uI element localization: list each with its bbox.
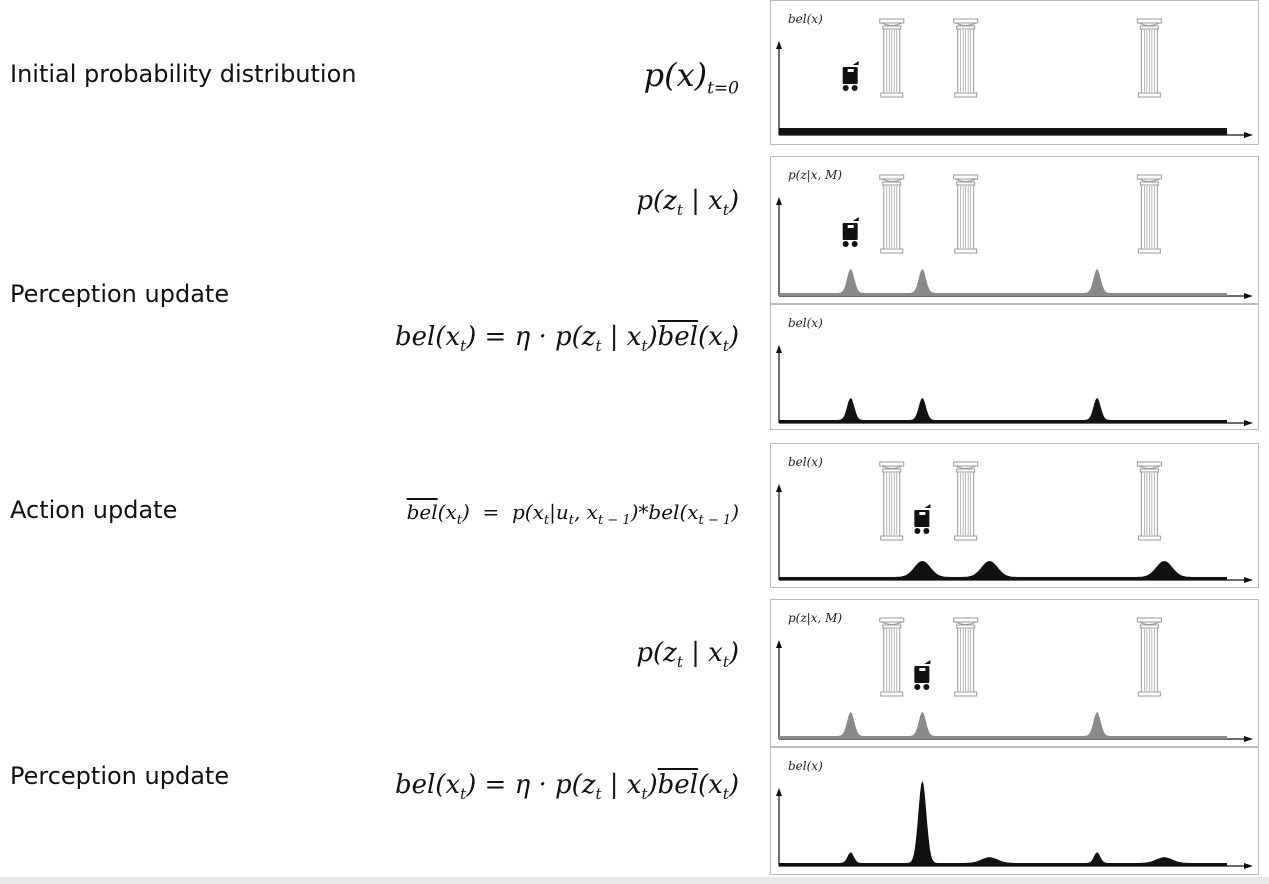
arrow-up-icon	[776, 197, 782, 205]
label-perception-update-1: Perception update	[10, 280, 230, 308]
pillar-icon	[879, 461, 905, 541]
axis-label: bel(x)	[788, 12, 823, 26]
pillar-icon	[879, 174, 905, 254]
arrow-right-icon	[1244, 293, 1253, 299]
pillar-icon	[953, 174, 979, 254]
pillar-icon	[1136, 461, 1162, 541]
panel-likelihood-2: p(z|x, M)	[770, 599, 1259, 747]
label-initial-distribution: Initial probability distribution	[10, 60, 357, 88]
distribution-curve	[779, 398, 1227, 423]
robot-icon	[842, 217, 859, 247]
distribution-curve	[779, 561, 1227, 580]
robot-icon	[914, 504, 931, 534]
pillar-icon	[953, 617, 979, 697]
pillar-icon	[1136, 18, 1162, 98]
label-perception-update-2: Perception update	[10, 762, 230, 790]
axis-label: bel(x)	[788, 759, 823, 773]
axis-label: p(z|x, M)	[788, 611, 842, 625]
arrow-up-icon	[776, 788, 782, 796]
robot-icon	[842, 61, 859, 91]
robot-icon	[914, 660, 931, 690]
pillar-icon	[953, 461, 979, 541]
distribution-curve	[779, 712, 1227, 739]
formula-likelihood-2: p(zt | xt)	[636, 638, 739, 672]
pillar-icon	[879, 18, 905, 98]
arrow-up-icon	[776, 345, 782, 353]
axis-label: p(z|x, M)	[788, 168, 842, 182]
formula-bel-update-1: bel(xt) = η · p(zt | xt)bel(xt)	[394, 322, 739, 356]
distribution-curve	[779, 781, 1227, 866]
pillar-icon	[879, 617, 905, 697]
formula-initial: p(x)t=0	[643, 56, 739, 99]
panel-likelihood-1: p(z|x, M)	[770, 156, 1259, 304]
pillar-icon	[1136, 617, 1162, 697]
formula-action-update: bel(xt) = p(xt|ut, xt − 1)*bel(xt − 1)	[406, 500, 739, 528]
label-action-update: Action update	[10, 496, 178, 524]
distribution-curve	[779, 269, 1227, 296]
panel-initial-belief: bel(x)	[770, 0, 1259, 145]
axis-label: bel(x)	[788, 316, 823, 330]
formula-likelihood-1: p(zt | xt)	[636, 186, 739, 220]
distribution-curve	[779, 128, 1227, 135]
arrow-right-icon	[1244, 736, 1253, 742]
bottom-scroll-strip	[0, 877, 1269, 884]
arrow-right-icon	[1244, 863, 1253, 869]
arrow-up-icon	[776, 484, 782, 492]
panel-posterior-1: bel(x)	[770, 304, 1259, 430]
pillar-icon	[1136, 174, 1162, 254]
arrow-up-icon	[776, 640, 782, 648]
arrow-right-icon	[1244, 132, 1253, 138]
formula-bel-update-2: bel(xt) = η · p(zt | xt)bel(xt)	[394, 770, 739, 804]
arrow-up-icon	[776, 41, 782, 49]
arrow-right-icon	[1244, 577, 1253, 583]
arrow-right-icon	[1244, 420, 1253, 426]
pillar-icon	[953, 18, 979, 98]
panel-predicted-belief: bel(x)	[770, 443, 1259, 588]
panel-posterior-2: bel(x)	[770, 747, 1259, 875]
axis-label: bel(x)	[788, 455, 823, 469]
